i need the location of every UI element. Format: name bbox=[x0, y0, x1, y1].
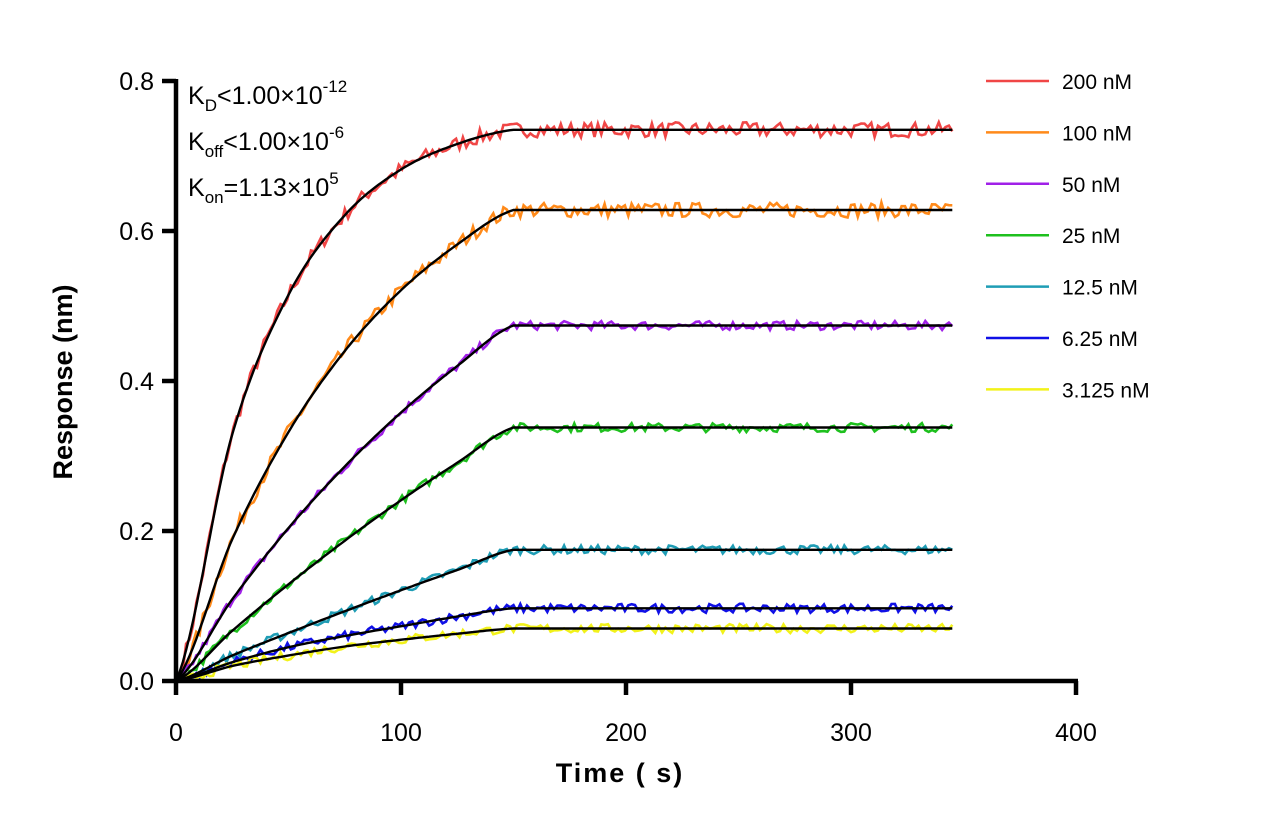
legend-label: 6.25 nM bbox=[1062, 328, 1138, 351]
annotation-symbol: K bbox=[188, 128, 205, 156]
annotation-subscript: D bbox=[205, 96, 217, 115]
annotation-exponent: -12 bbox=[323, 77, 348, 96]
fit-curve-3-125-nM bbox=[175, 627, 953, 683]
annotation-symbol: K bbox=[188, 174, 205, 202]
annotation-value: <1.00×10 bbox=[217, 82, 323, 110]
y-tick-label: 0.0 bbox=[119, 668, 154, 696]
fit-curve-100-nM bbox=[175, 208, 953, 682]
series-layer bbox=[174, 118, 954, 683]
fit-curve-6-25-nM bbox=[175, 607, 953, 683]
x-tick-label: 400 bbox=[1055, 719, 1097, 747]
data-series-25-nM bbox=[175, 420, 954, 683]
y-tick-label: 0.8 bbox=[119, 68, 154, 96]
annotation-subscript: off bbox=[205, 142, 224, 161]
x-tick-label: 300 bbox=[830, 719, 872, 747]
annotation-subscript: on bbox=[205, 188, 224, 207]
legend-label: 25 nM bbox=[1062, 225, 1120, 248]
annotation-value: =1.13×10 bbox=[224, 174, 330, 202]
data-series-200-nM bbox=[174, 118, 954, 682]
legend-label: 3.125 nM bbox=[1062, 379, 1150, 402]
fit-layer bbox=[174, 128, 953, 683]
annotation-symbol: K bbox=[188, 82, 205, 110]
legend-label: 12.5 nM bbox=[1062, 277, 1138, 300]
y-tick-label: 0.6 bbox=[119, 218, 154, 246]
x-tick-label: 0 bbox=[169, 719, 183, 747]
data-series-50-nM bbox=[175, 318, 954, 683]
fit-curve-12-5-nM bbox=[175, 548, 953, 683]
annotation-D: KD<1.00×10-12 bbox=[188, 77, 347, 115]
legend-label: 200 nM bbox=[1062, 71, 1132, 94]
fit-curve-25-nM bbox=[175, 426, 953, 683]
y-tick-label: 0.4 bbox=[119, 368, 154, 396]
legend: 200 nM 100 nM 50 nM 25 nM 12.5 nM 6.25 nM 3.12… bbox=[986, 71, 1150, 402]
annotation-on: Kon=1.13×105 bbox=[188, 169, 339, 207]
legend-label: 100 nM bbox=[1062, 122, 1132, 145]
annotation-value: <1.00×10 bbox=[223, 128, 329, 156]
annotation-off: Koff<1.00×10-6 bbox=[188, 123, 344, 161]
x-tick-label: 100 bbox=[380, 719, 422, 747]
data-series-6-25-nM bbox=[175, 600, 954, 683]
axes: 0.0 0.2 0.4 0.6 0.8 0 100 200 300 400 bbox=[119, 68, 1097, 747]
y-tick-label: 0.2 bbox=[119, 518, 154, 546]
annotation-exponent: -6 bbox=[329, 123, 344, 142]
fit-curve-200-nM bbox=[174, 128, 953, 682]
annotation-exponent: 5 bbox=[329, 169, 338, 188]
legend-label: 50 nM bbox=[1062, 174, 1120, 197]
x-tick-label: 200 bbox=[605, 719, 647, 747]
x-axis-label: Time ( s) bbox=[556, 758, 685, 788]
fit-curve-50-nM bbox=[175, 324, 953, 682]
y-axis-label: Response (nm) bbox=[48, 284, 78, 479]
